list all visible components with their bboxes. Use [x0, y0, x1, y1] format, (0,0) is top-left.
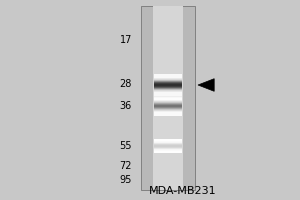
Text: 55: 55 — [119, 141, 132, 151]
Text: 17: 17 — [120, 35, 132, 45]
Text: 36: 36 — [120, 101, 132, 111]
Bar — [141, 6, 195, 190]
Text: 72: 72 — [119, 161, 132, 171]
Text: MDA-MB231: MDA-MB231 — [149, 186, 217, 196]
Polygon shape — [198, 79, 214, 91]
Text: 95: 95 — [120, 175, 132, 185]
Text: 28: 28 — [120, 79, 132, 89]
Bar — [153, 6, 183, 190]
